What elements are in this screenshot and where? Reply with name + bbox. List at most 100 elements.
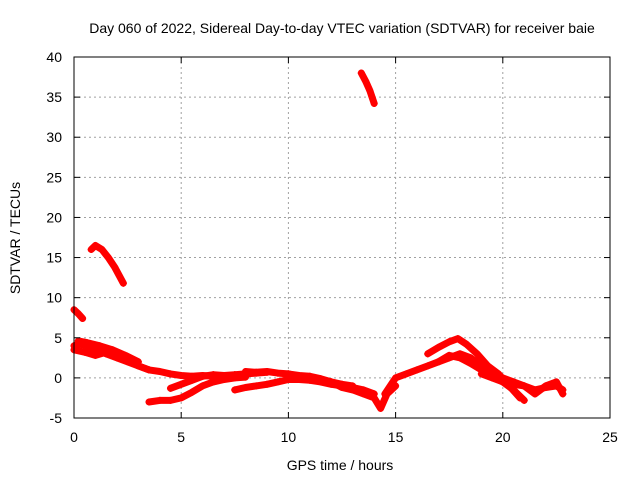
data-point [83,339,91,347]
y-tick-label: 25 [46,169,62,185]
plot-frame [73,56,611,419]
data-point [338,384,346,392]
data-point [74,337,82,345]
y-tick-label: 15 [46,250,62,266]
data-point [121,351,129,359]
data-point [413,366,421,374]
data-point [231,371,239,379]
data-point [91,242,99,250]
data-point [462,340,470,348]
series-arc-11 [284,370,400,412]
data-point [119,279,127,287]
x-tick-label: 20 [495,429,511,445]
y-tick-label: -5 [50,410,63,426]
data-point [349,386,357,394]
data-point [295,372,303,380]
data-point [109,346,117,354]
data-point [96,342,104,350]
data-point [242,384,250,392]
data-point [199,372,207,380]
data-series [70,69,567,412]
data-point [520,382,528,390]
data-point [381,390,389,398]
data-point [177,394,185,402]
data-point [488,374,496,382]
data-point [434,343,442,351]
data-point [284,370,292,378]
data-point [434,358,442,366]
grid-lines [74,57,610,418]
data-point [274,378,282,386]
data-point [79,315,87,323]
data-point [145,366,153,374]
data-point [156,396,164,404]
data-point [510,378,518,386]
data-point [473,350,481,358]
data-point [484,362,492,370]
data-point [166,370,174,378]
data-point [456,354,464,362]
data-point [357,69,365,77]
data-point [199,382,207,390]
data-point [104,254,112,262]
x-tick-label: 5 [177,429,185,445]
data-point [445,351,453,359]
data-point [209,378,217,386]
x-tick-label: 25 [602,429,618,445]
data-point [531,390,539,398]
x-tick-label: 15 [388,429,404,445]
data-point [370,394,378,402]
data-point [209,371,217,379]
data-point [177,380,185,388]
data-point [542,382,550,390]
data-point [252,368,260,376]
data-point [274,369,282,377]
data-point [81,348,89,356]
data-point [424,350,432,358]
y-tick-label: 20 [46,209,62,225]
data-point [220,371,228,379]
x-tick-label: 0 [70,429,78,445]
data-point [520,396,528,404]
data-point [424,362,432,370]
y-tick-label: 40 [46,49,62,65]
y-tick-label: 30 [46,129,62,145]
data-point [188,376,196,384]
data-point [454,335,462,343]
y-axis-label: SDTVAR / TECUs [7,182,23,294]
data-point [559,390,567,398]
axis-ticks [73,56,611,419]
y-tick-label: 0 [54,370,62,386]
data-point [477,370,485,378]
data-point [445,338,453,346]
data-point [231,386,239,394]
tick-labels: 0 5 10 15 20 25 -5 0 5 10 15 20 25 30 35 40 [46,49,618,445]
data-point [362,77,370,85]
data-point [177,371,185,379]
data-point [377,404,385,412]
data-point [87,246,95,254]
data-point [402,370,410,378]
data-point [499,374,507,382]
data-point [134,358,142,366]
x-axis-label: GPS time / hours [287,457,394,473]
data-point [242,367,250,375]
y-tick-label: 35 [46,89,62,105]
y-tick-label: 10 [46,290,62,306]
x-tick-label: 10 [281,429,297,445]
data-point [98,246,106,254]
data-point [156,367,164,375]
data-point [359,390,367,398]
data-point [552,378,560,386]
data-point [166,396,174,404]
data-point [166,384,174,392]
data-point [91,351,99,359]
data-point [263,380,271,388]
data-point [115,271,123,279]
data-point [467,359,475,367]
y-tick-label: 5 [54,330,62,346]
data-point [188,388,196,396]
data-point [111,263,119,271]
data-point [145,398,153,406]
data-point [370,100,378,108]
